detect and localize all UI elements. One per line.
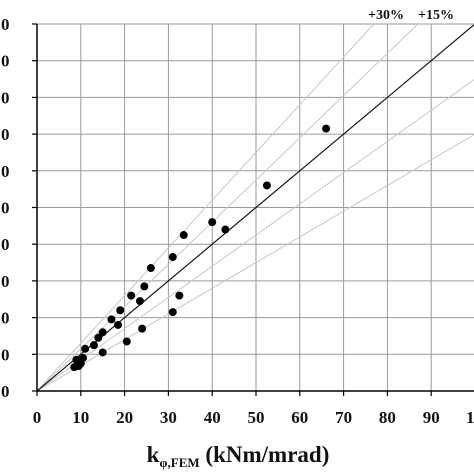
y-tick-label: 0: [1, 345, 10, 364]
reference-line: [37, 24, 474, 391]
y-tick-label: 0: [1, 382, 10, 401]
deviation-label: +30%: [368, 8, 404, 23]
x-tick-label: 0: [33, 408, 42, 427]
x-tick-label: 70: [335, 408, 352, 427]
data-point: [168, 253, 177, 262]
y-tick-label: 0: [1, 235, 10, 254]
x-tick-label: 30: [160, 408, 177, 427]
y-tick-label: 0: [1, 272, 10, 291]
data-point: [175, 291, 184, 300]
x-tick-label: 80: [379, 408, 396, 427]
deviation-line: [37, 24, 375, 391]
x-tick-label: 60: [291, 408, 308, 427]
x-axis-label: kφ,FEM (kNm/mrad): [147, 442, 330, 470]
data-point: [122, 337, 131, 346]
y-tick-label: 0: [1, 309, 10, 328]
x-tick-labels: 0 10 20 30 40 50 60 70 80 90 1: [33, 408, 474, 427]
x-tick-label: 40: [204, 408, 221, 427]
y-tick-label: 0: [1, 199, 10, 218]
y-tick-label: 0: [1, 52, 10, 71]
data-point: [98, 328, 107, 337]
data-point: [179, 231, 188, 240]
data-point: [98, 348, 107, 357]
data-points: [70, 124, 331, 372]
data-point: [146, 264, 155, 273]
x-tick-label: 90: [423, 408, 440, 427]
axes: [32, 23, 474, 396]
x-axis-label-main: k: [147, 442, 160, 467]
y-tick-label: 0: [1, 15, 10, 34]
data-point: [107, 315, 116, 324]
y-tick-label: 0: [1, 162, 10, 181]
y-tick-label: 0: [1, 88, 10, 107]
data-point: [208, 218, 217, 227]
data-point: [140, 282, 149, 291]
deviation-labels: +30% +15%: [368, 8, 454, 23]
y-tick-labels: 0 0 0 0 0 0 0 0 0 0 0: [1, 15, 10, 401]
data-point: [81, 344, 90, 353]
data-point: [168, 308, 177, 317]
x-tick-label: 1: [466, 408, 474, 427]
data-point: [78, 353, 87, 362]
x-tick-label: 50: [248, 408, 265, 427]
x-tick-label: 20: [116, 408, 133, 427]
data-point: [94, 333, 103, 342]
data-point: [89, 341, 98, 350]
data-point: [262, 181, 271, 190]
data-point: [116, 306, 125, 315]
data-point: [114, 320, 123, 329]
x-axis-label-unit: (kNm/mrad): [200, 442, 330, 467]
y-tick-label: 0: [1, 125, 10, 144]
deviation-label: +15%: [418, 8, 454, 23]
deviation-line: [37, 134, 474, 391]
data-point: [127, 291, 136, 300]
x-axis-label-subscript: φ,FEM: [159, 455, 199, 470]
data-point: [135, 297, 144, 306]
x-tick-label: 10: [72, 408, 89, 427]
deviation-line: [37, 79, 474, 391]
data-point: [322, 124, 331, 133]
data-point: [138, 324, 147, 333]
data-point: [221, 225, 230, 234]
